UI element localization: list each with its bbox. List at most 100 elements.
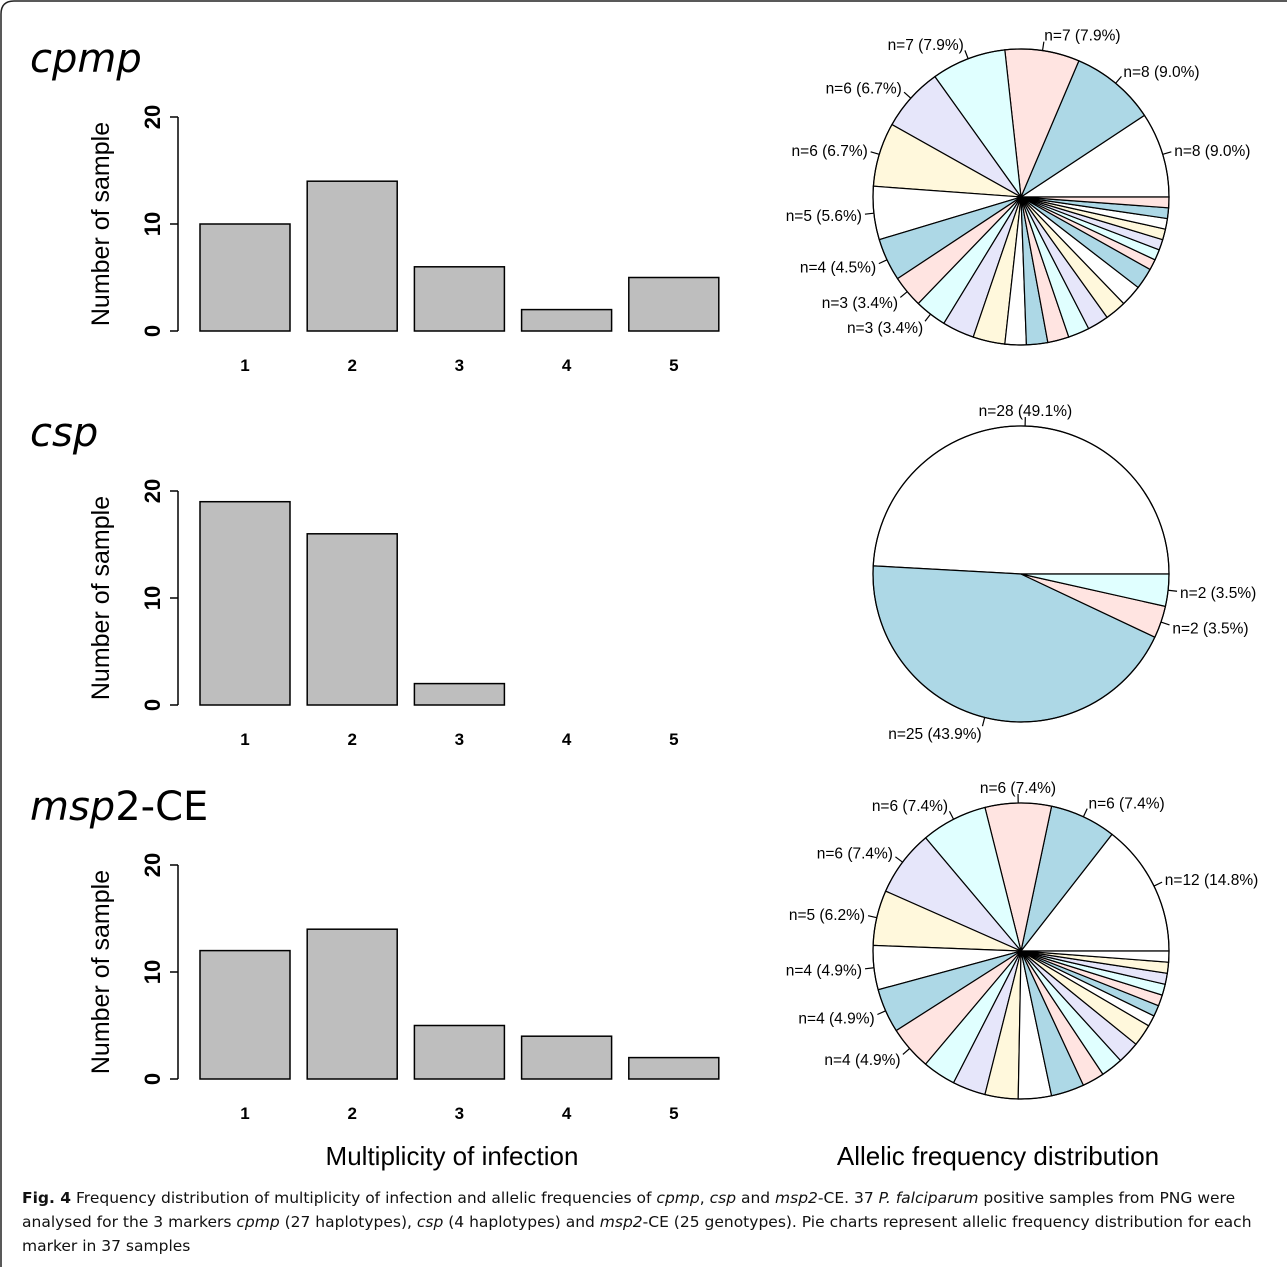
bar <box>628 1056 720 1080</box>
x-tick-label: 5 <box>669 356 678 375</box>
pie-label: n=6 (6.7%) <box>792 143 868 160</box>
pie-label: n=8 (9.0%) <box>1174 143 1250 160</box>
figure-caption: Fig. 4 Frequency distribution of multipl… <box>22 1186 1277 1258</box>
bar <box>306 180 398 332</box>
pie-label-tick <box>867 915 877 919</box>
pie-outline <box>872 802 1170 1100</box>
x-tick-label: 2 <box>347 1104 356 1123</box>
panel-title: csp <box>30 410 98 456</box>
x-tick-label: 5 <box>669 730 678 749</box>
pie-panel-1: n=28 (49.1%) n=25 (43.9%) n=2 (3.5%) n=2 (3… <box>872 403 1256 743</box>
pie-outline <box>872 48 1170 346</box>
bar <box>628 276 720 332</box>
pie-section-label: Allelic frequency distribution <box>837 1141 1159 1171</box>
bar <box>199 949 291 1080</box>
x-tick-label: 4 <box>562 730 572 749</box>
pie-label: n=4 (4.5%) <box>800 260 876 277</box>
pie-label-tick <box>877 1010 886 1016</box>
pie-label: n=2 (3.5%) <box>1180 585 1256 602</box>
panel-title-italic: csp <box>30 410 98 456</box>
pie-label-tick <box>1041 41 1045 51</box>
pie-label: n=6 (6.7%) <box>826 81 902 98</box>
pie-label: n=4 (4.9%) <box>786 963 862 980</box>
pie-label-tick <box>1162 151 1172 155</box>
pie-label: n=6 (7.4%) <box>872 798 948 815</box>
x-tick-label: 2 <box>347 730 356 749</box>
x-tick-label: 2 <box>347 356 356 375</box>
caption-label: Fig. 4 <box>22 1189 72 1207</box>
bar-panel-1: csp 0 10 20 Number of sample 1 2 3 4 5 <box>30 410 679 749</box>
bar-panel-0: cpmp 0 10 20 Number of sample 1 2 3 4 5 <box>30 36 720 375</box>
pie-label-tick <box>924 313 932 322</box>
y-tick-label: 10 <box>140 960 165 984</box>
x-axis-label: Multiplicity of infection <box>326 1141 579 1171</box>
pie-label-tick <box>1153 881 1163 887</box>
x-tick-label: 1 <box>240 730 249 749</box>
pie-label: n=8 (9.0%) <box>1123 64 1199 81</box>
y-tick-label: 20 <box>140 479 165 503</box>
pie-label-tick <box>1082 808 1088 818</box>
pie-label-tick <box>1160 621 1170 626</box>
pie-label: n=4 (4.9%) <box>798 1010 874 1027</box>
y-tick-label: 0 <box>140 1073 165 1085</box>
pie-label: n=7 (7.9%) <box>888 37 964 54</box>
y-tick-label: 0 <box>140 325 165 337</box>
x-tick-label: 4 <box>562 356 572 375</box>
pie-label: n=3 (3.4%) <box>822 295 898 312</box>
x-tick-label: 1 <box>240 356 249 375</box>
pie-label-tick <box>895 856 903 863</box>
pie-label: n=28 (49.1%) <box>979 403 1073 420</box>
x-tick-label: 5 <box>669 1104 678 1123</box>
pie-label: n=12 (14.8%) <box>1165 872 1259 889</box>
y-axis-label: Number of sample <box>87 870 115 1074</box>
pie-label-tick <box>864 967 875 970</box>
pie-label: n=6 (7.4%) <box>817 846 893 863</box>
bar <box>199 223 291 332</box>
pie-label-tick <box>981 717 986 727</box>
pie-label: n=2 (3.5%) <box>1172 620 1248 637</box>
pie-panel-2: n=12 (14.8%) n=6 (7.4%) n=6 (7.4%) n=6 (7.4… <box>786 780 1259 1100</box>
pie-label-tick <box>964 50 969 59</box>
pie-label: n=25 (43.9%) <box>888 726 982 743</box>
pie-label: n=6 (7.4%) <box>1088 795 1164 812</box>
y-tick-label: 20 <box>140 105 165 129</box>
pie-outline <box>872 425 1170 723</box>
bar <box>199 500 291 706</box>
pie-label: n=4 (4.9%) <box>824 1052 900 1069</box>
pie-label-tick <box>878 259 888 265</box>
panel-title: msp2-CE <box>30 784 208 830</box>
pie-label-tick <box>903 91 912 99</box>
bar <box>413 266 506 332</box>
y-axis-label: Number of sample <box>87 496 115 700</box>
pie-label-tick <box>864 212 874 215</box>
caption-body: Frequency distribution of multiplicity o… <box>22 1189 1252 1255</box>
bar <box>520 308 613 332</box>
panel-title-italic: msp <box>30 784 115 830</box>
y-tick-label: 10 <box>140 212 165 236</box>
pie-label-tick <box>899 291 908 298</box>
y-tick-label: 10 <box>140 586 165 610</box>
bar <box>413 1024 506 1080</box>
pie-label: n=6 (7.4%) <box>980 780 1056 797</box>
x-tick-label: 4 <box>562 1104 572 1123</box>
pie-label-tick <box>870 151 880 155</box>
x-tick-label: 1 <box>240 1104 249 1123</box>
y-tick-label: 20 <box>140 853 165 877</box>
panel-title-suffix: 2-CE <box>115 784 208 830</box>
pie-label: n=5 (5.6%) <box>786 208 862 225</box>
bar <box>306 533 398 706</box>
pie-label: n=3 (3.4%) <box>847 320 923 337</box>
pie-label: n=5 (6.2%) <box>789 907 865 924</box>
x-tick-label: 3 <box>455 730 464 749</box>
pie-label-tick <box>1168 589 1178 592</box>
panel-title: cpmp <box>30 36 142 82</box>
x-tick-label: 3 <box>455 1104 464 1123</box>
pie-label-tick <box>948 810 955 820</box>
bar-panel-2: msp2-CE 0 10 20 Number of sample 1 2 3 4 5 <box>30 784 720 1123</box>
y-tick-label: 0 <box>140 699 165 711</box>
pie-label-tick <box>1115 75 1122 84</box>
x-tick-label: 3 <box>455 356 464 375</box>
